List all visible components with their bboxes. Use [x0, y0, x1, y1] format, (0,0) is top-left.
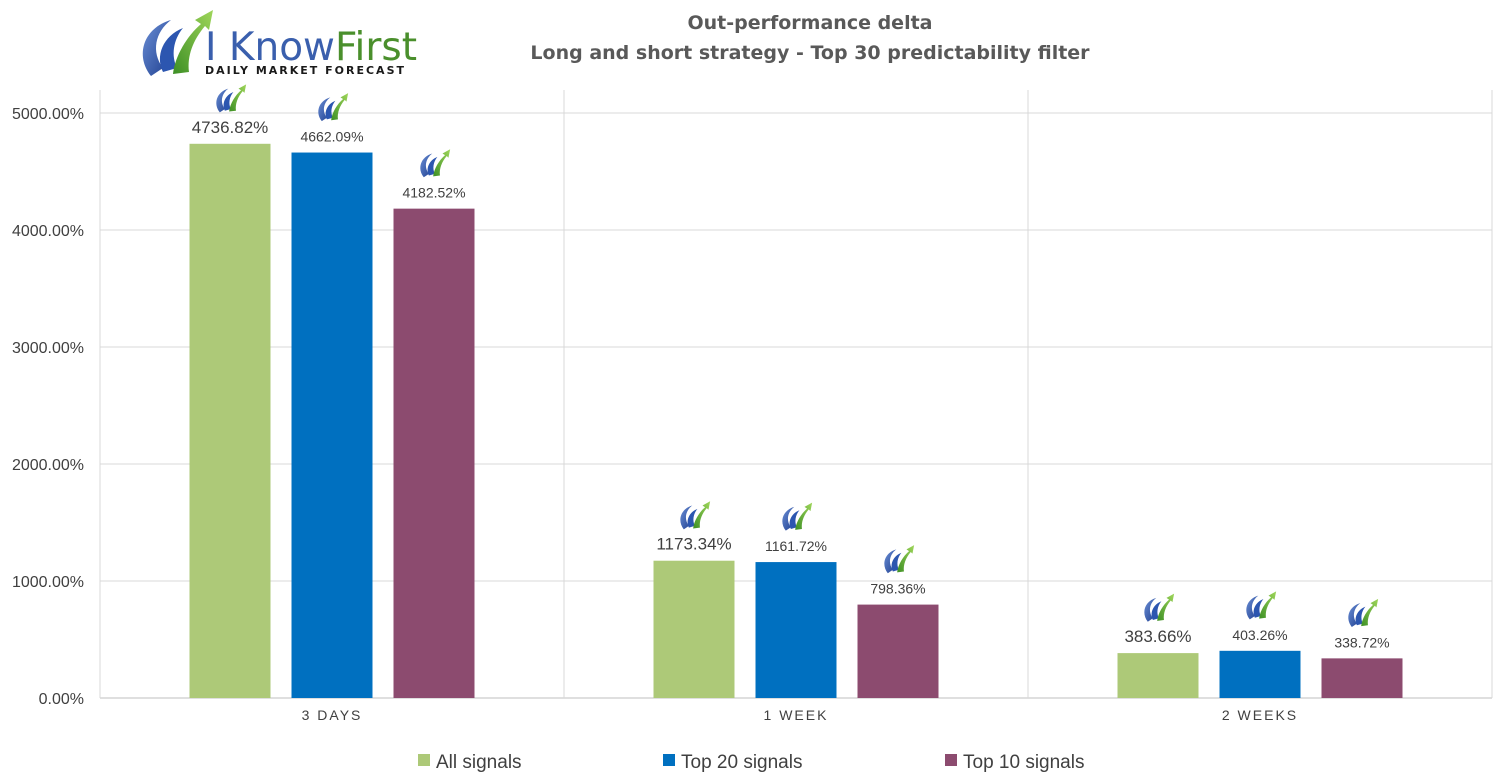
legend: All signals Top 20 signals Top 10 signals [418, 752, 1084, 773]
logo-mark-icon [318, 93, 349, 122]
company-logo: I KnowFirst Daily Market Forecast [142, 10, 417, 77]
logo-mark-icon [142, 10, 213, 76]
y-tick-label: 1000.00% [12, 574, 84, 591]
logo-subtitle: Daily Market Forecast [205, 64, 406, 77]
logo-mark-icon [1348, 598, 1379, 627]
x-tick-label: 2 WEEKS [1222, 707, 1298, 723]
legend-swatch [945, 754, 957, 766]
data-label: 1161.72% [765, 538, 827, 554]
bar [189, 143, 271, 698]
y-tick-label: 2000.00% [12, 457, 84, 474]
logo-mark-icon [420, 149, 451, 178]
legend-label: All signals [436, 752, 522, 773]
bar [291, 152, 373, 699]
legend-label: Top 20 signals [681, 752, 802, 773]
bar [1219, 650, 1301, 698]
bar [653, 560, 735, 698]
x-tick-label: 1 WEEK [764, 707, 829, 723]
logo-wordmark: I KnowFirst [205, 25, 417, 70]
logo-mark-icon [782, 502, 813, 531]
data-label: 4662.09% [300, 129, 363, 145]
logo-mark-icon [216, 84, 247, 113]
data-label: 4182.52% [402, 185, 465, 201]
logo-mark-icon [680, 501, 711, 530]
bar [755, 562, 837, 698]
bar [1321, 658, 1403, 698]
data-label: 798.36% [870, 581, 925, 597]
logo-mark-icon [1246, 591, 1277, 620]
chart-subtitle: Long and short strategy - Top 30 predict… [530, 42, 1090, 64]
chart-title: Out-performance delta [687, 12, 932, 34]
bar [393, 208, 475, 699]
legend-swatch [663, 754, 675, 766]
plot-area: 0.00% 1000.00% 2000.00% 3000.00% 4000.00% 500… [12, 84, 1493, 723]
data-label: 1173.34% [656, 535, 731, 554]
data-label: 383.66% [1124, 627, 1191, 646]
bar [1117, 653, 1199, 698]
y-tick-label: 0.00% [39, 691, 84, 708]
y-tick-label: 5000.00% [12, 106, 84, 123]
legend-swatch [418, 754, 430, 766]
logo-mark-icon [1144, 593, 1175, 622]
bar [857, 604, 939, 698]
data-label: 403.26% [1232, 627, 1287, 643]
legend-label: Top 10 signals [963, 752, 1084, 773]
logo-mark-icon [884, 545, 915, 574]
x-tick-label: 3 DAYS [302, 707, 363, 723]
y-tick-label: 3000.00% [12, 340, 84, 357]
y-tick-label: 4000.00% [12, 223, 84, 240]
data-label: 4736.82% [192, 118, 269, 137]
data-label: 338.72% [1334, 634, 1389, 650]
